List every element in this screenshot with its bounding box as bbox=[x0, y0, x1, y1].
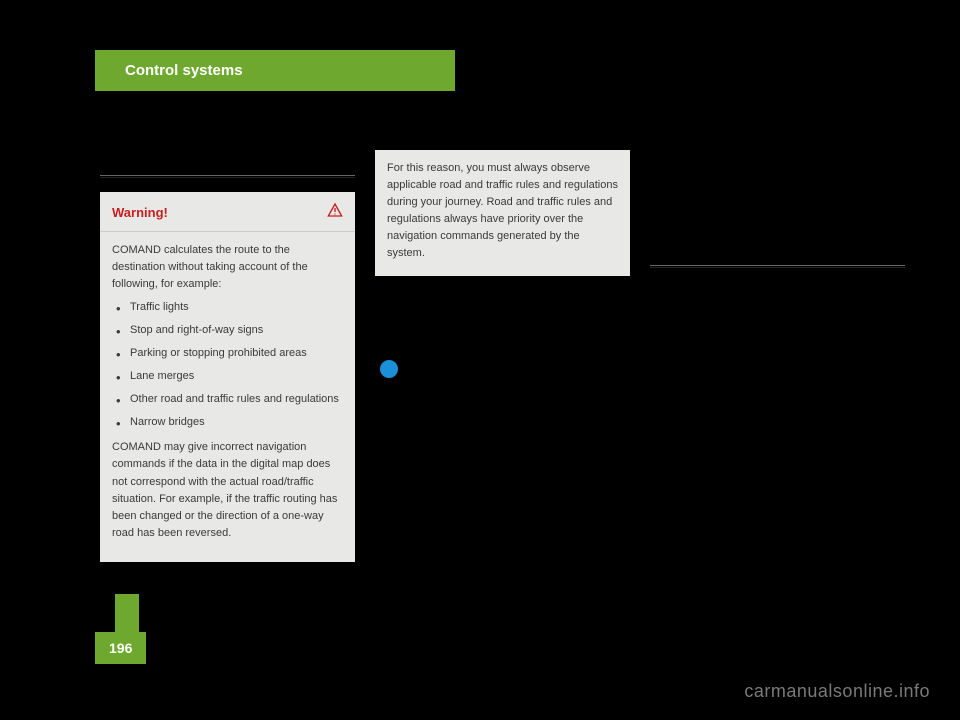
warning-box: Warning! COMAND calculates the route to … bbox=[100, 192, 355, 562]
warning-item: Narrow bridges bbox=[112, 414, 343, 431]
warning-item: Traffic lights bbox=[112, 299, 343, 316]
warning-triangle-icon bbox=[327, 202, 343, 223]
info-text: For this reason, you must always observe… bbox=[387, 162, 618, 259]
page-number: 196 bbox=[95, 632, 146, 664]
warning-body: COMAND calculates the route to the desti… bbox=[100, 232, 355, 562]
info-note bbox=[380, 360, 398, 383]
warning-title: Warning! bbox=[112, 205, 168, 220]
warning-header: Warning! bbox=[100, 192, 355, 232]
info-circle-icon bbox=[380, 360, 398, 378]
divider-right bbox=[650, 265, 905, 266]
warning-item: Lane merges bbox=[112, 368, 343, 385]
warning-item: Other road and traffic rules and regulat… bbox=[112, 391, 343, 408]
warning-intro: COMAND calculates the route to the desti… bbox=[112, 242, 343, 293]
warning-list: Traffic lights Stop and right-of-way sig… bbox=[112, 299, 343, 431]
section-title: Control systems bbox=[125, 62, 243, 79]
watermark: carmanualsonline.info bbox=[744, 681, 930, 702]
warning-item: Parking or stopping prohibited areas bbox=[112, 345, 343, 362]
section-header: Control systems bbox=[95, 50, 455, 91]
info-box: For this reason, you must always observe… bbox=[375, 150, 630, 276]
warning-footer: COMAND may give incorrect navigation com… bbox=[112, 439, 343, 541]
divider-left bbox=[100, 175, 355, 176]
warning-item: Stop and right-of-way signs bbox=[112, 322, 343, 339]
